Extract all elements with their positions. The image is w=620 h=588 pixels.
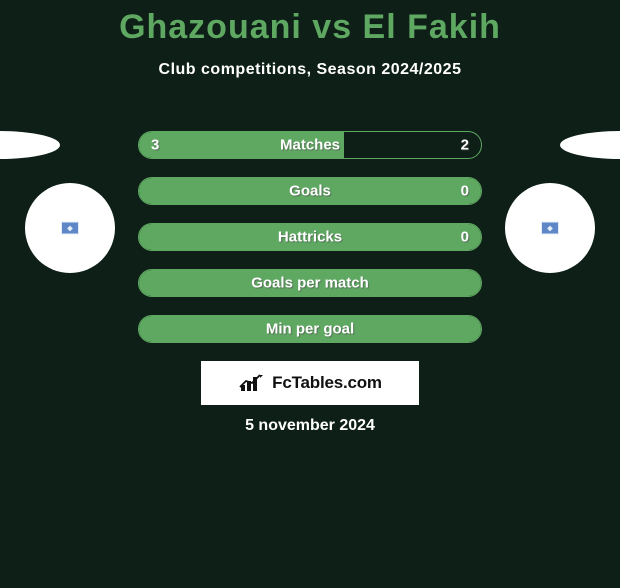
stat-row-label: Min per goal xyxy=(266,321,354,338)
left-player-badge xyxy=(25,183,115,273)
stat-row: Goals 0 xyxy=(138,177,482,205)
date-label: 5 november 2024 xyxy=(245,417,375,435)
brand-text: FcTables.com xyxy=(272,373,382,393)
brand-chart-icon xyxy=(238,373,266,393)
stat-right-value: 2 xyxy=(461,137,469,154)
stat-right-value: 0 xyxy=(461,183,469,200)
stat-row-label: Goals per match xyxy=(251,275,369,292)
comparison-rows: Matches 3 2 Goals 0 Hattricks 0 Goals per match… xyxy=(138,131,482,361)
stat-row-label: Matches xyxy=(280,137,340,154)
stat-row: Hattricks 0 xyxy=(138,223,482,251)
stat-row-label: Hattricks xyxy=(278,229,342,246)
brand-badge: FcTables.com xyxy=(201,361,419,405)
page-subtitle: Club competitions, Season 2024/2025 xyxy=(0,61,620,79)
flag-icon xyxy=(61,222,79,235)
stat-left-value: 3 xyxy=(151,137,159,154)
stat-row-label: Goals xyxy=(289,183,331,200)
stat-row: Matches 3 2 xyxy=(138,131,482,159)
stat-row: Min per goal xyxy=(138,315,482,343)
page-title: Ghazouani vs El Fakih xyxy=(0,8,620,47)
flag-icon xyxy=(541,222,559,235)
right-team-ellipse xyxy=(560,131,620,159)
stat-row: Goals per match xyxy=(138,269,482,297)
left-team-ellipse xyxy=(0,131,60,159)
stat-right-value: 0 xyxy=(461,229,469,246)
right-player-badge xyxy=(505,183,595,273)
